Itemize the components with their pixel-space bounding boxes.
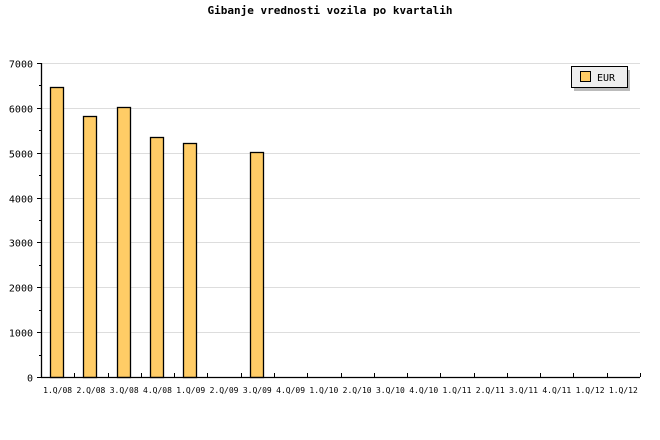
chart-title: Gibanje vrednosti vozila po kvartalih bbox=[207, 4, 453, 17]
x-tick-label: 4.Q/11 bbox=[542, 386, 571, 395]
legend-swatch bbox=[580, 71, 591, 82]
x-tick-label: 3.Q/09 bbox=[243, 386, 272, 395]
y-tick-label: 0 bbox=[27, 374, 33, 385]
x-tick-label: 2.Q/11 bbox=[476, 386, 505, 395]
bar bbox=[116, 106, 132, 379]
bar bbox=[49, 86, 65, 379]
y-tick-label: 3000 bbox=[9, 239, 33, 250]
x-tick-label: 3.Q/11 bbox=[509, 386, 538, 395]
x-tick-label: 4.Q/08 bbox=[143, 386, 172, 395]
x-tick-label: 2.Q/10 bbox=[343, 386, 372, 395]
x-tick-label: 4.Q/09 bbox=[276, 386, 305, 395]
x-tick-label: 3.Q/08 bbox=[110, 386, 139, 395]
x-tick-label: 1.Q/08 bbox=[43, 386, 72, 395]
x-tick-label: 4.Q/10 bbox=[409, 386, 438, 395]
x-tick-label: 2.Q/09 bbox=[210, 386, 239, 395]
x-tick-label: 1.Q/12 bbox=[576, 386, 605, 395]
x-tick-label: 1.Q/11 bbox=[443, 386, 472, 395]
y-tick-label: 6000 bbox=[9, 105, 33, 116]
y-tick-label: 5000 bbox=[9, 150, 33, 161]
y-tick-label: 7000 bbox=[9, 60, 33, 71]
y-tick-label: 2000 bbox=[9, 284, 33, 295]
x-tick-label: 1.Q/09 bbox=[176, 386, 205, 395]
legend: EUR bbox=[571, 66, 630, 91]
y-tick-label: 1000 bbox=[9, 329, 33, 340]
x-tick-label: 1.Q/10 bbox=[309, 386, 338, 395]
x-tick-label: 2.Q/08 bbox=[76, 386, 105, 395]
x-tick-label: 1.Q/12 bbox=[609, 386, 638, 395]
x-tick-label: 3.Q/10 bbox=[376, 386, 405, 395]
bar bbox=[149, 136, 165, 379]
bar bbox=[182, 142, 198, 379]
legend-label: EUR bbox=[597, 73, 616, 84]
bar bbox=[249, 151, 265, 379]
y-tick-label: 4000 bbox=[9, 195, 33, 206]
bar bbox=[82, 115, 98, 379]
